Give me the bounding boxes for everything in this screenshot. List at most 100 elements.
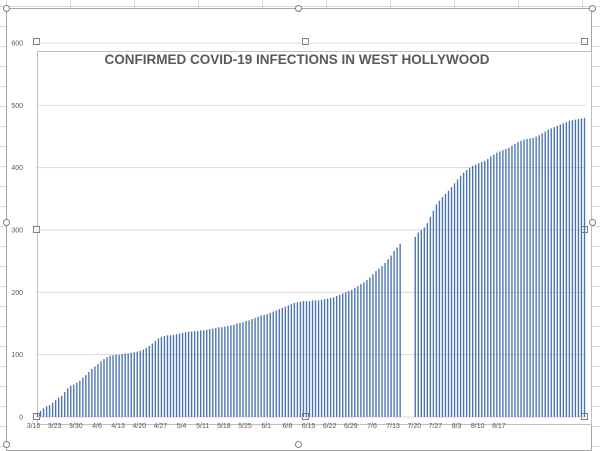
bar[interactable]: [456, 179, 459, 417]
bar[interactable]: [429, 216, 432, 417]
bar[interactable]: [550, 128, 552, 417]
bar[interactable]: [79, 380, 81, 417]
bar[interactable]: [245, 321, 247, 417]
bar[interactable]: [496, 152, 498, 417]
bar[interactable]: [556, 125, 558, 418]
bar[interactable]: [481, 162, 483, 417]
bar[interactable]: [547, 129, 549, 417]
bar[interactable]: [175, 334, 178, 417]
bar[interactable]: [287, 305, 290, 417]
bar[interactable]: [184, 332, 187, 417]
bar[interactable]: [311, 300, 314, 417]
bar[interactable]: [577, 119, 580, 418]
bar[interactable]: [348, 291, 350, 417]
bar[interactable]: [85, 375, 87, 417]
bar[interactable]: [154, 340, 157, 417]
bar[interactable]: [351, 289, 353, 417]
bar[interactable]: [490, 156, 492, 417]
bar[interactable]: [254, 317, 256, 417]
bar[interactable]: [317, 300, 320, 417]
bar[interactable]: [360, 284, 362, 417]
bar[interactable]: [342, 293, 344, 417]
bar[interactable]: [508, 147, 510, 417]
bar[interactable]: [242, 322, 244, 417]
bar[interactable]: [94, 366, 96, 417]
bar[interactable]: [169, 335, 172, 417]
bar[interactable]: [459, 175, 462, 417]
bar[interactable]: [574, 119, 577, 418]
bar[interactable]: [218, 327, 220, 417]
bar[interactable]: [290, 304, 293, 417]
bar[interactable]: [396, 247, 398, 417]
bar[interactable]: [447, 190, 450, 417]
bar[interactable]: [260, 315, 262, 417]
resize-handle-bottom-left[interactable]: [3, 441, 10, 448]
bar[interactable]: [157, 338, 160, 417]
bar[interactable]: [375, 271, 377, 417]
bar[interactable]: [160, 337, 163, 417]
bar[interactable]: [393, 251, 395, 417]
bar[interactable]: [145, 347, 147, 417]
bar[interactable]: [493, 154, 495, 417]
bar[interactable]: [36, 413, 39, 417]
bar[interactable]: [583, 117, 586, 418]
bar[interactable]: [181, 332, 184, 417]
bar[interactable]: [130, 352, 132, 417]
plot-handle-top[interactable]: [302, 38, 309, 45]
bar[interactable]: [293, 302, 296, 417]
bar[interactable]: [444, 193, 447, 417]
bar[interactable]: [478, 163, 480, 417]
bar[interactable]: [308, 301, 311, 417]
bar[interactable]: [54, 400, 57, 417]
bar[interactable]: [553, 127, 555, 418]
bar[interactable]: [57, 397, 60, 417]
resize-handle-bottom[interactable]: [295, 441, 302, 448]
bar[interactable]: [39, 410, 42, 417]
bar[interactable]: [133, 352, 135, 417]
bar[interactable]: [139, 350, 141, 417]
bar[interactable]: [299, 301, 302, 417]
bar[interactable]: [529, 138, 531, 417]
bar[interactable]: [502, 150, 504, 417]
resize-handle-right[interactable]: [589, 219, 596, 226]
bar[interactable]: [369, 277, 371, 417]
bar[interactable]: [544, 131, 546, 417]
bar[interactable]: [151, 343, 154, 417]
bar[interactable]: [233, 324, 235, 417]
bar[interactable]: [67, 388, 69, 417]
bar[interactable]: [100, 361, 102, 417]
bar[interactable]: [61, 395, 63, 417]
bar[interactable]: [505, 148, 507, 417]
bar[interactable]: [535, 136, 537, 418]
bar[interactable]: [339, 294, 341, 417]
bar[interactable]: [178, 333, 181, 417]
bar[interactable]: [296, 302, 299, 417]
bar[interactable]: [390, 255, 392, 417]
bar[interactable]: [305, 301, 308, 417]
resize-handle-top-left[interactable]: [3, 5, 10, 12]
bar[interactable]: [42, 408, 45, 417]
resize-handle-top-right[interactable]: [589, 5, 596, 12]
bar[interactable]: [166, 335, 169, 417]
bar[interactable]: [193, 330, 196, 417]
bar[interactable]: [523, 139, 525, 417]
bar[interactable]: [230, 325, 232, 417]
bar[interactable]: [212, 328, 214, 417]
bar[interactable]: [517, 142, 519, 418]
bar[interactable]: [269, 312, 271, 417]
bar[interactable]: [48, 405, 51, 417]
bar[interactable]: [91, 369, 93, 417]
bar[interactable]: [200, 330, 202, 417]
resize-handle-left[interactable]: [3, 219, 10, 226]
bar[interactable]: [571, 120, 574, 417]
bar[interactable]: [97, 364, 99, 417]
bar[interactable]: [215, 327, 217, 417]
bar[interactable]: [462, 172, 465, 417]
bar[interactable]: [209, 329, 211, 417]
bar[interactable]: [326, 298, 329, 417]
bar[interactable]: [127, 353, 129, 417]
bar[interactable]: [541, 133, 543, 417]
bar[interactable]: [562, 123, 565, 417]
bar[interactable]: [384, 263, 386, 417]
bar[interactable]: [64, 392, 66, 417]
